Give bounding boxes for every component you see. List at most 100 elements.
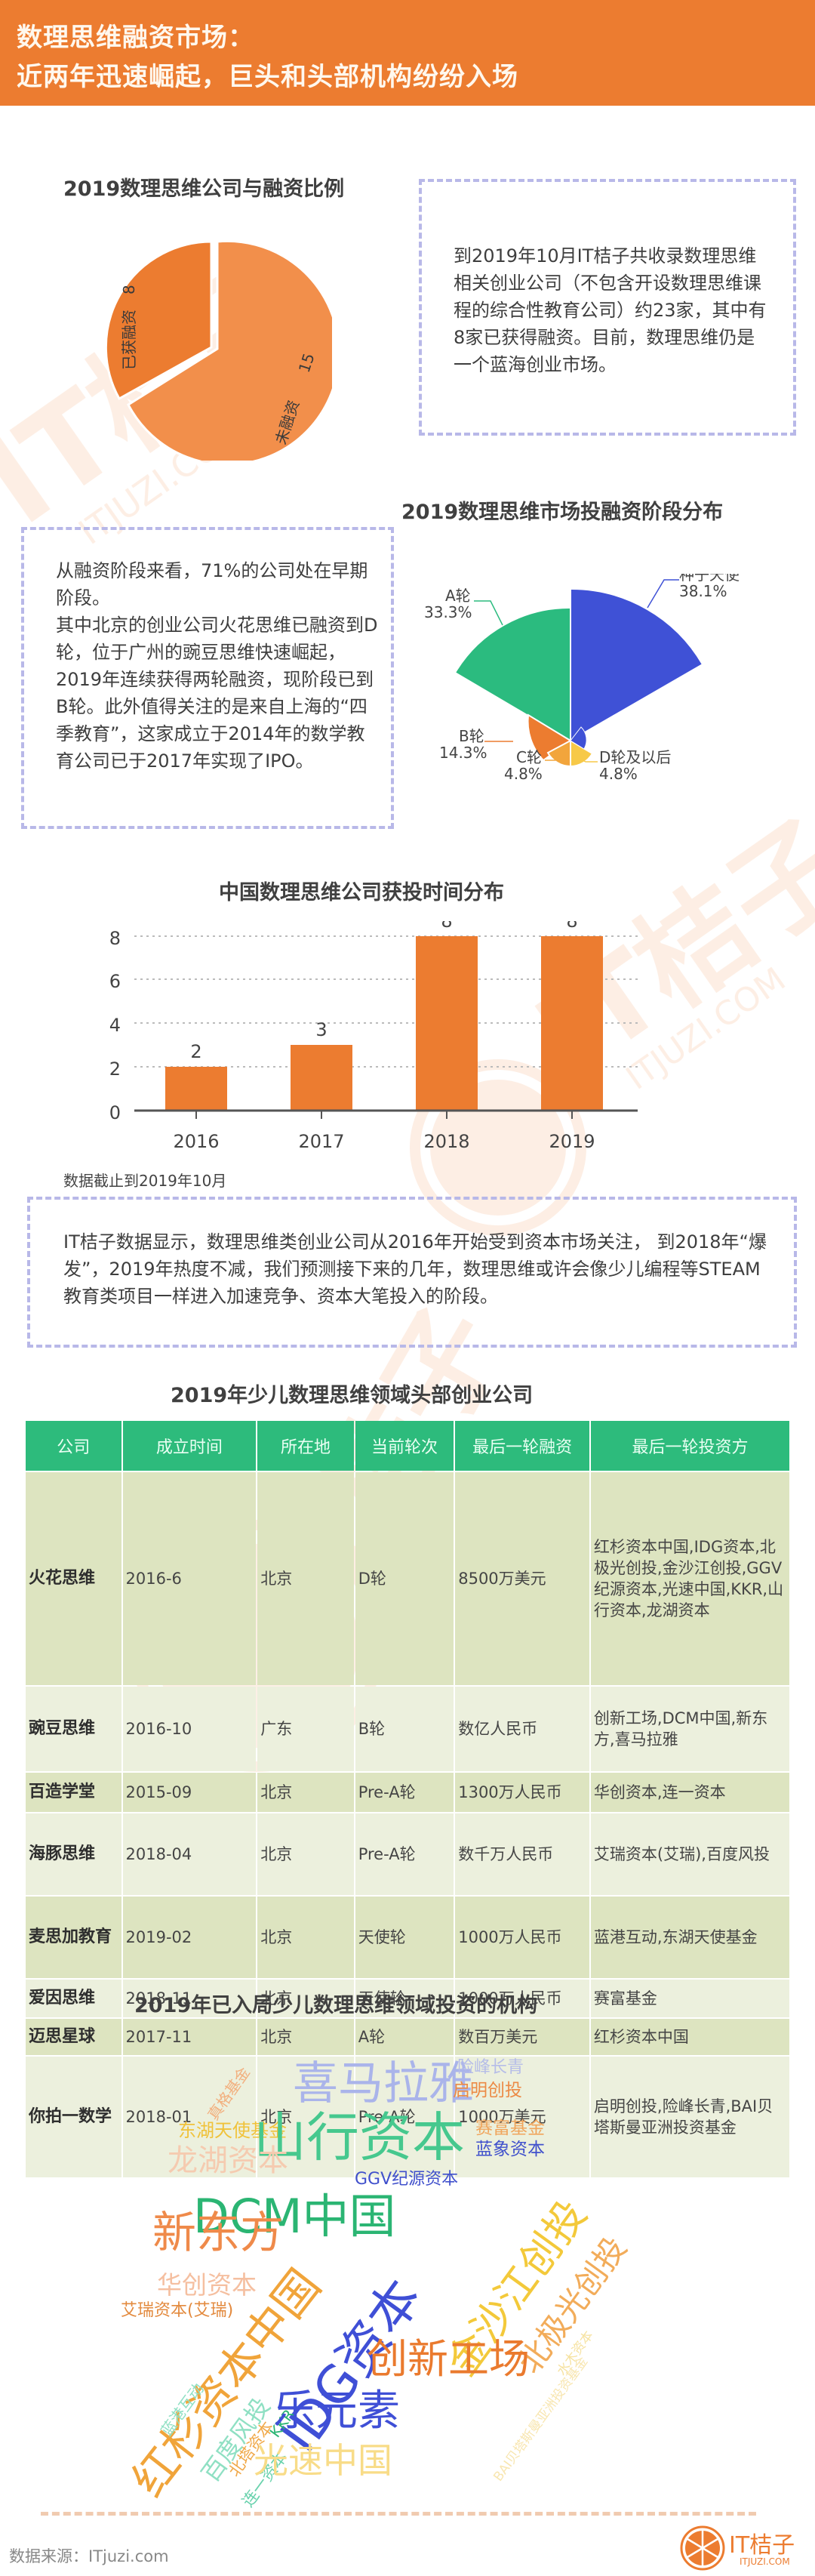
rose-slice-b — [527, 713, 572, 762]
cell-founded: 2018-04 — [122, 1813, 257, 1895]
y-tick-6: 6 — [109, 971, 121, 992]
cell-company: 百造学堂 — [26, 1773, 121, 1812]
cell-amount: 数亿人民币 — [455, 1687, 589, 1771]
rose-label-a: A轮 — [445, 587, 471, 605]
cell-investors: 创新工场,DCM中国,新东方,喜马拉雅 — [590, 1687, 789, 1771]
x-label-2017: 2017 — [298, 1131, 344, 1152]
col-header-company: 公司 — [26, 1421, 121, 1471]
x-label-2019: 2019 — [549, 1131, 595, 1152]
col-header-city: 所在地 — [257, 1421, 354, 1471]
header-title-line2: 近两年迅速崛起，巨头和头部机构纷纷入场 — [17, 62, 518, 92]
cell-founded: 2015-09 — [122, 1773, 257, 1812]
cell-round: 天使轮 — [355, 1980, 454, 2017]
y-tick-2: 2 — [109, 1058, 121, 1080]
orange-slice-icon — [680, 2525, 725, 2571]
cell-founded: 2017-11 — [122, 2019, 257, 2055]
bar-value-2016: 2 — [190, 1041, 201, 1062]
table-row: 火花思维 2016-6 北京 D轮 8500万美元 红杉资本中国,IDG资本,北… — [26, 1472, 789, 1685]
word-item: 启明创投 — [453, 2081, 522, 2100]
cell-amount: 1000万美元 — [455, 2057, 589, 2177]
rose-pct-seed: 38.1% — [679, 582, 727, 600]
pie-label-funded: 已获融资 — [120, 310, 138, 370]
rose-label-c: C轮 — [516, 748, 542, 766]
col-header-investors: 最后一轮投资方 — [590, 1421, 789, 1471]
stage-note-box: 从融资阶段来看，71%的公司处在早期阶段。 其中北京的创业公司火花思维已融资到D… — [21, 527, 394, 829]
cell-company: 迈思星球 — [26, 2019, 121, 2055]
itjuzi-logo: IT桔子 ITJUZI.COM — [679, 2525, 815, 2576]
stage-distribution-rose-chart: 种子天使 38.1% A轮 33.3% B轮 14.3% C轮 4.8% D轮及… — [424, 574, 740, 783]
rose-label-seed: 种子天使 — [679, 574, 740, 584]
timeline-note-box: IT桔子数据显示，数理思维类创业公司从2016年开始受到资本市场关注， 到201… — [27, 1197, 797, 1348]
stage-distribution-title: 2019数理思维市场投融资阶段分布 — [401, 501, 724, 524]
logo-subtext: ITJUZI.COM — [740, 2556, 790, 2567]
cell-city: 北京 — [257, 1773, 354, 1812]
timeline-note-text: IT桔子数据显示，数理思维类创业公司从2016年开始受到资本市场关注， 到201… — [63, 1231, 767, 1307]
rose-slice-d — [570, 739, 594, 768]
pie-value-funded: 8 — [120, 285, 138, 294]
cell-city: 北京 — [257, 1980, 354, 2017]
cell-company: 火花思维 — [26, 1472, 121, 1685]
word-item: 东湖天使基金 — [178, 2120, 287, 2141]
rose-pct-a: 33.3% — [424, 603, 472, 621]
word-item: 真格基金 — [204, 2063, 254, 2124]
col-header-round: 当前轮次 — [355, 1421, 454, 1471]
table-row: 豌豆思维 2016-10 广东 B轮 数亿人民币 创新工场,DCM中国,新东方,… — [26, 1687, 789, 1771]
col-header-founded: 成立时间 — [122, 1421, 257, 1471]
cell-amount: 数千万人民币 — [455, 1813, 589, 1895]
cell-investors: 红杉资本中国,IDG资本,北极光创投,金沙江创投,GGV纪源资本,光速中国,KK… — [590, 1472, 789, 1685]
cell-city: 北京 — [257, 1813, 354, 1895]
word-item: 蓝象资本 — [475, 2140, 545, 2159]
table-row: 麦思加教育 2019-02 北京 天使轮 1000万人民币 蓝港互动,东湖天使基… — [26, 1897, 789, 1978]
table-row: 迈思星球 2017-11 北京 A轮 数百万美元 红杉资本中国 — [26, 2019, 789, 2055]
header-title-line1: 数理思维融资市场： — [17, 23, 254, 53]
rose-pct-c: 4.8% — [504, 765, 543, 783]
word-item: 险峰长青 — [457, 2058, 524, 2077]
word-item: 龙湖资本 — [168, 2143, 288, 2178]
word-item: 乐元素 — [273, 2386, 400, 2436]
table-row: 爱因思维 2018-11 北京 天使轮 1000万人民币 赛富基金 — [26, 1980, 789, 2017]
table-header-row: 公司 成立时间 所在地 当前轮次 最后一轮融资 最后一轮投资方 — [26, 1421, 789, 1471]
cell-amount: 1000万人民币 — [455, 1897, 589, 1978]
table-row: 你拍一数学 2018-01 北京 Pre-A轮 1000万美元 启明创投,险峰长… — [26, 2057, 789, 2177]
cell-amount: 数百万美元 — [455, 2019, 589, 2055]
word-item: 山行资本 — [254, 2106, 465, 2168]
bar-value-2018: 8 — [441, 921, 452, 932]
cell-city: 北京 — [257, 2019, 354, 2055]
bar-value-2019: 8 — [566, 921, 577, 932]
cell-investors: 启明创投,险峰长青,BAI贝塔斯曼亚洲投资基金 — [590, 2057, 789, 2177]
table-row: 海豚思维 2018-04 北京 Pre-A轮 数千万人民币 艾瑞资本(艾瑞),百… — [26, 1813, 789, 1895]
page-header: 数理思维融资市场： 近两年迅速崛起，巨头和头部机构纷纷入场 — [0, 0, 815, 106]
word-item: 华创资本 — [157, 2270, 257, 2300]
cell-round: D轮 — [355, 1472, 454, 1685]
stage-note-text: 从融资阶段来看，71%的公司处在早期阶段。 其中北京的创业公司火花思维已融资到D… — [56, 560, 378, 772]
word-item: 创新工场 — [367, 2335, 530, 2383]
word-item: 艾瑞资本(艾瑞) — [121, 2301, 234, 2320]
rose-label-d: D轮及以后 — [599, 748, 671, 766]
table-row: 百造学堂 2015-09 北京 Pre-A轮 1300万人民币 华创资本,连一资… — [26, 1773, 789, 1812]
funding-ratio-pie-chart: 已获融资 8 未融资 15 — [104, 239, 332, 461]
bar-2016 — [165, 1067, 227, 1111]
rose-slice-seed — [570, 587, 704, 742]
cell-round: Pre-A轮 — [355, 1813, 454, 1895]
cell-founded: 2016-10 — [122, 1687, 257, 1771]
rose-slice-a — [454, 606, 571, 742]
rose-label-b: B轮 — [459, 727, 484, 745]
bar-2018 — [416, 936, 478, 1111]
investors-cloud-title: 2019年已入局少儿数理思维领域投资的机构 — [134, 1994, 538, 2017]
word-item: 喜马拉雅 — [293, 2057, 474, 2110]
cell-investors: 华创资本,连一资本 — [590, 1773, 789, 1812]
x-label-2016: 2016 — [173, 1131, 219, 1152]
y-tick-0: 0 — [109, 1102, 121, 1123]
cell-investors: 红杉资本中国 — [590, 2019, 789, 2055]
cell-company: 豌豆思维 — [26, 1687, 121, 1771]
cell-round: Pre-A轮 — [355, 1773, 454, 1812]
cell-investors: 艾瑞资本(艾瑞),百度风投 — [590, 1813, 789, 1895]
cell-city: 广东 — [257, 1687, 354, 1771]
svg-text:ITJUZI.COM: ITJUZI.COM — [620, 960, 793, 1098]
cell-amount: 1300万人民币 — [455, 1773, 589, 1812]
pie-slice-unfunded — [127, 239, 332, 461]
cell-founded: 2016-6 — [122, 1472, 257, 1685]
cell-company: 爱因思维 — [26, 1980, 121, 2017]
col-header-amount: 最后一轮融资 — [455, 1421, 589, 1471]
cell-round: B轮 — [355, 1687, 454, 1771]
